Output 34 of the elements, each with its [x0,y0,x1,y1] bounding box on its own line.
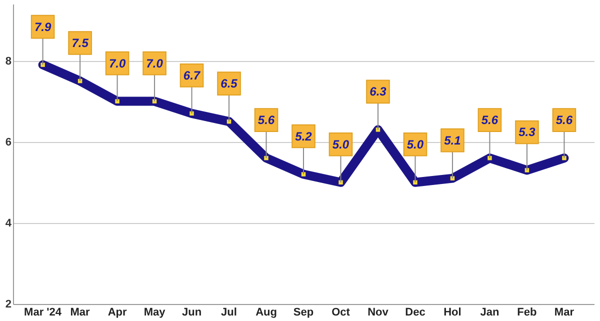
y-tick-label: 4 [5,217,12,230]
x-tick-label: Aug [256,306,277,318]
x-tick-label: Mar '24 [24,306,62,318]
data-label: 5.0 [332,137,350,152]
y-tick-label: 8 [5,55,12,68]
x-tick-label: Oct [332,306,350,318]
x-tick-label: Dec [405,306,426,318]
x-tick-label: Mar [554,306,575,318]
x-tick-label: Mar [70,306,91,318]
x-tick-label: Apr [108,306,128,318]
x-tick-label: Jan [480,306,500,318]
data-label: 7.0 [108,56,126,70]
data-label: 5.6 [258,113,275,128]
x-tick-label: Sep [293,306,314,318]
data-label: 5.6 [556,113,573,128]
data-label: 6.7 [183,68,202,82]
data-label: 7.9 [34,20,52,34]
y-tick-label: 6 [5,136,12,148]
data-label: 7.0 [146,56,164,70]
data-label: 5.2 [295,129,312,144]
data-label: 5.0 [406,137,424,152]
data-label: 6.3 [370,84,387,99]
data-label: 5.6 [481,113,498,128]
x-tick-label: Hol [444,306,462,318]
data-label: 5.1 [444,133,462,148]
data-label: 7.5 [72,36,89,50]
y-tick-label: 2 [5,298,12,310]
x-tick-label: Jul [221,306,237,318]
x-tick-label: Feb [517,306,538,318]
data-label: 5.3 [518,125,536,140]
x-tick-label: Nov [368,306,390,318]
x-tick-label: May [144,306,166,318]
x-tick-label: Jun [182,306,202,318]
data-label: 6.5 [220,76,238,91]
